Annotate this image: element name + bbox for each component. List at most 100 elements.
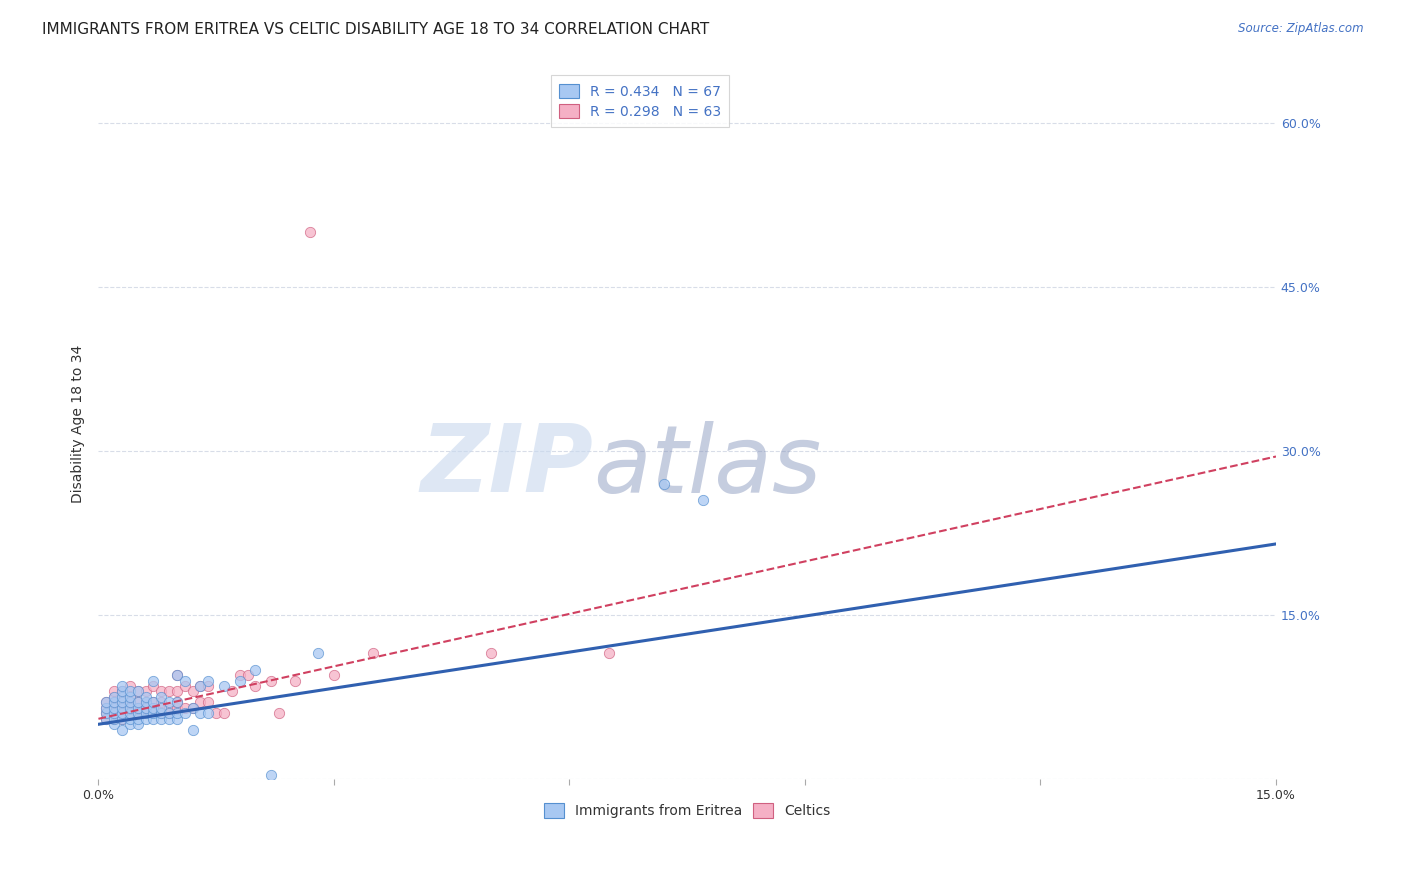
- Point: [142, 673, 165, 688]
- Point: [652, 476, 675, 491]
- Point: [111, 695, 134, 709]
- Point: [181, 684, 204, 698]
- Point: [111, 684, 134, 698]
- Point: [135, 706, 157, 721]
- Point: [173, 706, 195, 721]
- Point: [103, 690, 125, 704]
- Point: [150, 684, 173, 698]
- Point: [127, 701, 149, 715]
- Point: [190, 706, 212, 721]
- Point: [127, 701, 149, 715]
- Point: [118, 706, 141, 721]
- Point: [103, 690, 125, 704]
- Point: [118, 701, 141, 715]
- Point: [118, 684, 141, 698]
- Point: [127, 684, 149, 698]
- Point: [479, 646, 502, 660]
- Point: [135, 684, 157, 698]
- Point: [181, 701, 204, 715]
- Point: [157, 701, 180, 715]
- Point: [150, 701, 173, 715]
- Text: IMMIGRANTS FROM ERITREA VS CELTIC DISABILITY AGE 18 TO 34 CORRELATION CHART: IMMIGRANTS FROM ERITREA VS CELTIC DISABI…: [42, 22, 710, 37]
- Point: [221, 684, 243, 698]
- Point: [118, 695, 141, 709]
- Point: [111, 690, 134, 704]
- Point: [111, 701, 134, 715]
- Point: [135, 701, 157, 715]
- Point: [157, 684, 180, 698]
- Point: [96, 701, 118, 715]
- Point: [260, 673, 283, 688]
- Point: [166, 701, 188, 715]
- Point: [142, 695, 165, 709]
- Point: [96, 695, 118, 709]
- Point: [127, 706, 149, 721]
- Point: [111, 712, 134, 726]
- Point: [190, 679, 212, 693]
- Point: [166, 695, 188, 709]
- Point: [127, 695, 149, 709]
- Point: [299, 226, 322, 240]
- Point: [166, 684, 188, 698]
- Point: [127, 712, 149, 726]
- Point: [157, 706, 180, 721]
- Point: [150, 712, 173, 726]
- Point: [212, 679, 235, 693]
- Point: [173, 673, 195, 688]
- Point: [135, 690, 157, 704]
- Point: [173, 701, 195, 715]
- Point: [103, 712, 125, 726]
- Point: [111, 701, 134, 715]
- Point: [142, 701, 165, 715]
- Legend: Immigrants from Eritrea, Celtics: Immigrants from Eritrea, Celtics: [537, 797, 837, 825]
- Point: [118, 712, 141, 726]
- Point: [142, 706, 165, 721]
- Point: [197, 673, 219, 688]
- Point: [157, 712, 180, 726]
- Point: [190, 695, 212, 709]
- Point: [111, 706, 134, 721]
- Point: [103, 695, 125, 709]
- Point: [111, 684, 134, 698]
- Point: [96, 712, 118, 726]
- Point: [166, 668, 188, 682]
- Point: [96, 695, 118, 709]
- Text: atlas: atlas: [593, 421, 821, 512]
- Point: [135, 706, 157, 721]
- Point: [103, 717, 125, 731]
- Point: [267, 706, 290, 721]
- Point: [166, 706, 188, 721]
- Point: [118, 690, 141, 704]
- Point: [229, 668, 252, 682]
- Y-axis label: Disability Age 18 to 34: Disability Age 18 to 34: [72, 344, 86, 503]
- Point: [150, 706, 173, 721]
- Point: [103, 684, 125, 698]
- Point: [127, 717, 149, 731]
- Point: [150, 706, 173, 721]
- Point: [307, 646, 329, 660]
- Point: [118, 679, 141, 693]
- Text: Source: ZipAtlas.com: Source: ZipAtlas.com: [1239, 22, 1364, 36]
- Point: [361, 646, 384, 660]
- Point: [103, 695, 125, 709]
- Point: [111, 723, 134, 737]
- Point: [173, 679, 195, 693]
- Point: [190, 679, 212, 693]
- Point: [157, 695, 180, 709]
- Point: [197, 695, 219, 709]
- Point: [142, 701, 165, 715]
- Point: [260, 767, 283, 781]
- Point: [166, 695, 188, 709]
- Point: [127, 706, 149, 721]
- Point: [96, 706, 118, 721]
- Point: [118, 701, 141, 715]
- Point: [96, 706, 118, 721]
- Point: [205, 706, 228, 721]
- Point: [212, 706, 235, 721]
- Point: [284, 673, 307, 688]
- Point: [103, 701, 125, 715]
- Point: [135, 701, 157, 715]
- Point: [245, 679, 267, 693]
- Point: [142, 712, 165, 726]
- Point: [142, 679, 165, 693]
